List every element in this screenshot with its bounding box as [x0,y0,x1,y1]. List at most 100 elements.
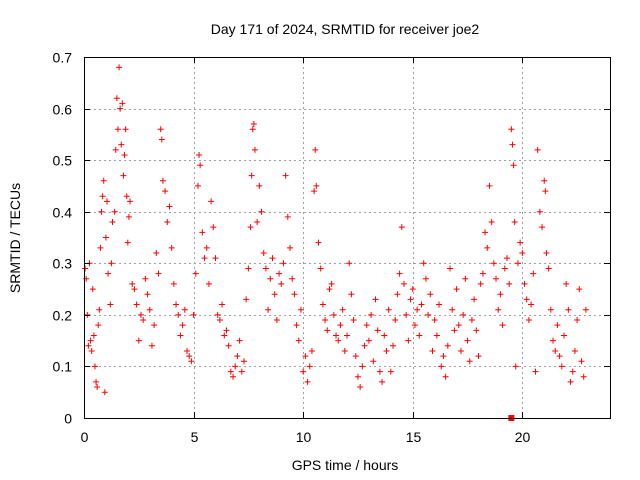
data-point [205,280,212,287]
data-point [120,172,127,179]
data-point [107,301,114,308]
data-point [196,151,203,158]
data-point [199,229,206,236]
data-point [157,126,164,133]
data-point [479,270,486,277]
data-point [543,249,550,256]
data-point [576,286,583,293]
data-point [297,306,304,313]
data-point [460,311,467,318]
data-point [519,249,526,256]
data-point [287,244,294,251]
data-point [304,378,311,385]
data-point [337,322,344,329]
data-point [170,280,177,287]
data-point [550,337,557,344]
data-point [319,301,326,308]
data-point [431,317,438,324]
y-tick-label: 0.6 [53,102,73,118]
data-point [517,239,524,246]
data-point [312,146,319,153]
data-point [574,317,581,324]
data-point [225,342,232,349]
data-point [376,368,383,375]
data-point [328,280,335,287]
data-point [214,311,221,318]
data-point [142,275,149,282]
data-point [335,337,342,344]
data-point [486,182,493,189]
data-point [528,301,535,308]
data-point [484,244,491,251]
data-point [482,229,489,236]
data-point [98,208,105,215]
data-point [243,296,250,303]
data-point [578,358,585,365]
data-point [119,100,126,107]
data-point [497,291,504,298]
data-point [442,373,449,380]
y-axis-label: SRMTID / TECUs [7,183,23,293]
data-point [151,322,158,329]
data-point [230,373,237,380]
data-point [250,121,257,128]
data-point [109,219,116,226]
data-point [248,172,255,179]
data-point [383,347,390,354]
data-point [508,126,515,133]
data-point [541,177,548,184]
data-point [91,363,98,370]
data-point [280,260,287,267]
data-point [256,182,263,189]
data-point [221,332,228,339]
data-point [569,368,576,375]
data-point [282,172,289,179]
data-point [89,286,96,293]
data-point [112,146,119,153]
data-point [363,322,370,329]
data-point [427,291,434,298]
data-point [188,358,195,365]
data-point [556,353,563,360]
data-point [455,322,462,329]
data-point [159,177,166,184]
data-point [140,317,147,324]
data-point [262,265,269,272]
data-point [365,337,372,344]
data-point [381,332,388,339]
data-point [354,373,361,380]
data-point [532,368,539,375]
data-point [94,384,101,391]
data-point [346,260,353,267]
data-point [82,265,89,272]
data-point [208,198,215,205]
data-point [414,306,421,313]
x-axis-label: GPS time / hours [292,457,399,473]
data-point [125,213,132,220]
data-point [539,224,546,231]
data-point [108,260,115,267]
data-point [102,234,109,241]
data-point [534,146,541,153]
data-point [164,219,171,226]
data-point [409,286,416,293]
data-point [158,136,165,143]
data-point [567,378,574,385]
data-point [344,332,350,339]
data-point [558,363,565,370]
data-point [88,347,95,354]
data-point [405,337,412,344]
data-point [96,306,103,313]
data-point [398,224,405,231]
data-point [99,193,106,200]
data-point [308,347,315,354]
data-point [390,342,397,349]
data-point [278,280,285,287]
data-point [133,301,140,308]
data-point [396,270,403,277]
data-point [503,255,510,262]
data-point [554,322,561,329]
data-point [471,296,478,303]
data-point [153,249,160,256]
